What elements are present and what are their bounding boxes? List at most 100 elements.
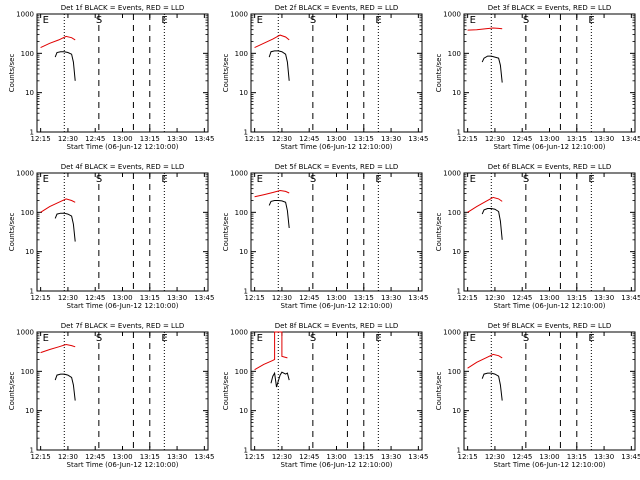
plot-frame [250,331,423,451]
x-tick-label: 12:45 [299,135,319,143]
panel-title: Det 8f BLACK = Events, RED = LLD [275,322,398,330]
y-axis-label: Counts/sec [435,213,443,252]
lld-series-line [467,196,503,213]
x-tick-label: 13:30 [594,294,614,302]
interval-marker-label: E [161,333,167,344]
detector-panel: Det 1f BLACK = Events, RED = LLD 1 10 100 10… [8,4,214,151]
x-tick-label: 13:45 [194,453,214,461]
y-tick-label: 100 [21,368,34,376]
x-tick-label: 12:30 [58,453,78,461]
x-axis-label: Start Time (06-Jun-12 12:10:00) [67,143,179,151]
plot-frame [36,172,209,292]
y-tick-label: 10 [25,89,34,97]
interval-marker-label: E [470,333,476,344]
plot-frame [463,331,636,451]
detector-panel: Det 9f BLACK = Events, RED = LLD 1 10 100 10… [435,322,640,469]
y-tick-label: 10 [25,248,34,256]
y-tick-label: 100 [21,209,34,217]
x-tick-label: 13:00 [539,135,559,143]
interval-marker-label: E [257,333,263,344]
y-tick-label: 10 [239,407,248,415]
interval-marker-label: E [588,15,594,26]
y-tick-label: 1000 [16,329,34,337]
x-tick-label: 12:30 [485,453,505,461]
x-tick-label: 12:45 [85,135,105,143]
plot-frame [250,13,423,133]
plot-frame [463,13,636,133]
x-tick-label: 12:45 [512,135,532,143]
y-tick-label: 1000 [443,11,461,19]
x-tick-label: 12:45 [299,294,319,302]
plot-frame [250,172,423,292]
interval-marker-label: E [375,333,381,344]
events-series-line [54,373,76,401]
x-tick-label: 12:30 [272,135,292,143]
x-tick-label: 12:15 [458,453,478,461]
x-tick-label: 13:45 [194,294,214,302]
x-tick-label: 13:30 [167,453,187,461]
y-tick-label: 1 [30,447,34,455]
y-tick-label: 100 [235,209,248,217]
y-tick-label: 1 [244,288,248,296]
x-tick-label: 13:00 [326,453,346,461]
x-tick-label: 12:15 [31,135,51,143]
interval-marker-label: S [96,174,102,185]
interval-marker-label: S [310,15,316,26]
y-tick-label: 1 [244,129,248,137]
y-axis-label: Counts/sec [435,372,443,411]
y-tick-label: 10 [239,89,248,97]
y-tick-label: 1000 [443,170,461,178]
lld-series-line [254,189,290,198]
lld-series-line [254,331,288,371]
panel-title: Det 4f BLACK = Events, RED = LLD [61,163,184,171]
x-axis-label: Start Time (06-Jun-12 12:10:00) [281,302,393,310]
x-tick-label: 13:30 [381,294,401,302]
x-tick-label: 13:15 [567,135,587,143]
interval-marker-label: E [43,15,49,26]
interval-marker-label: E [375,174,381,185]
x-tick-label: 12:45 [512,453,532,461]
y-tick-label: 1000 [443,329,461,337]
detector-panel: Det 3f BLACK = Events, RED = LLD 1 10 100 10… [435,4,640,151]
interval-marker-label: E [470,15,476,26]
x-axis-label: Start Time (06-Jun-12 12:10:00) [494,143,606,151]
events-series-line [270,371,290,388]
y-tick-label: 100 [448,368,461,376]
events-series-line [481,372,503,401]
y-tick-label: 1 [30,288,34,296]
interval-marker-label: E [375,15,381,26]
interval-marker-label: E [161,15,167,26]
x-tick-label: 13:15 [354,453,374,461]
plot-frame [463,172,636,292]
y-tick-label: 10 [452,89,461,97]
interval-marker-label: S [96,15,102,26]
y-tick-label: 100 [235,50,248,58]
interval-marker-label: E [257,174,263,185]
detector-panel: Det 6f BLACK = Events, RED = LLD 1 10 100 10… [435,163,640,310]
y-tick-label: 10 [452,407,461,415]
x-axis-label: Start Time (06-Jun-12 12:10:00) [494,302,606,310]
y-axis-label: Counts/sec [8,213,16,252]
panel-title: Det 3f BLACK = Events, RED = LLD [488,4,611,12]
x-tick-label: 13:15 [140,135,160,143]
events-series-line [54,212,76,242]
x-tick-label: 13:30 [381,135,401,143]
x-tick-label: 13:30 [594,453,614,461]
y-tick-label: 1 [457,447,461,455]
x-tick-label: 12:15 [245,135,265,143]
y-tick-label: 1 [244,447,248,455]
lld-series-line [40,198,76,213]
x-tick-label: 12:30 [485,294,505,302]
x-tick-label: 12:30 [272,453,292,461]
x-tick-label: 13:15 [567,453,587,461]
interval-marker-label: E [588,174,594,185]
y-tick-label: 1000 [16,170,34,178]
x-tick-label: 13:45 [408,135,428,143]
interval-marker-label: S [523,333,529,344]
events-series-line [54,51,76,81]
interval-marker-label: E [161,174,167,185]
y-tick-label: 10 [239,248,248,256]
x-tick-label: 13:45 [621,453,640,461]
detector-panel: Det 8f BLACK = Events, RED = LLD 1 10 100 10… [222,322,428,469]
interval-marker-label: S [96,333,102,344]
